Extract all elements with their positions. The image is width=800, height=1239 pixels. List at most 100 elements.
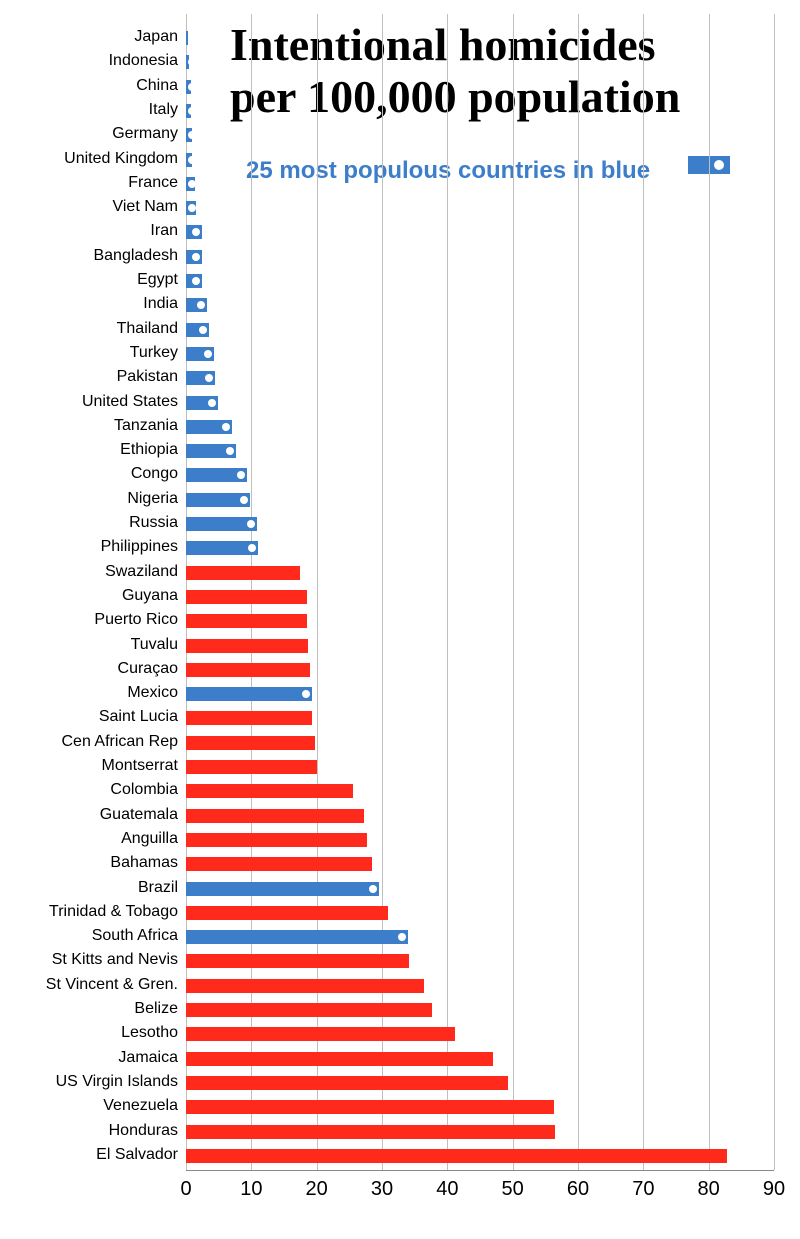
x-tick-label: 30 — [371, 1178, 393, 1201]
bar-end-marker — [369, 885, 377, 893]
category-label: China — [136, 77, 186, 95]
bar-end-marker — [192, 228, 200, 236]
category-label: Italy — [149, 101, 186, 119]
bar-end-marker — [240, 496, 248, 504]
category-label: Saint Lucia — [99, 708, 186, 726]
bar — [186, 639, 308, 653]
category-label: Philippines — [101, 538, 186, 556]
x-tick-label: 40 — [436, 1178, 458, 1201]
category-label: Guatemala — [100, 806, 186, 824]
bar — [186, 614, 307, 628]
x-tick-label: 90 — [763, 1178, 785, 1201]
bar — [186, 857, 372, 871]
bar-end-marker — [226, 447, 234, 455]
category-label: India — [143, 295, 186, 313]
bar — [186, 882, 379, 896]
category-label: Nigeria — [127, 490, 186, 508]
bar-end-marker — [204, 350, 212, 358]
bar — [186, 663, 310, 677]
category-label: Puerto Rico — [94, 611, 186, 629]
bar-end-marker — [188, 204, 196, 212]
bar-end-marker — [188, 131, 196, 139]
x-tick-label: 10 — [240, 1178, 262, 1201]
category-label: Curaçao — [118, 660, 186, 678]
bar — [186, 736, 315, 750]
bar-end-marker — [192, 253, 200, 261]
category-label: Montserrat — [102, 757, 186, 775]
bar — [186, 566, 300, 580]
bar — [186, 809, 364, 823]
category-label: Ethiopia — [120, 441, 186, 459]
bar — [186, 1125, 555, 1139]
category-label: Guyana — [122, 587, 186, 605]
bar-end-marker — [192, 277, 200, 285]
category-label: El Salvador — [96, 1146, 186, 1164]
bar — [186, 760, 317, 774]
bar — [186, 711, 312, 725]
category-label: Swaziland — [105, 563, 186, 581]
bar-end-marker — [398, 933, 406, 941]
bar — [186, 1100, 554, 1114]
category-label: Belize — [134, 1000, 186, 1018]
bar-end-marker — [188, 107, 196, 115]
category-label: Iran — [150, 222, 186, 240]
category-label: Bahamas — [110, 854, 186, 872]
category-label: Pakistan — [117, 368, 186, 386]
category-label: Turkey — [130, 344, 186, 362]
gridline — [513, 14, 514, 1170]
category-label: Bangladesh — [93, 247, 186, 265]
bar — [186, 784, 353, 798]
bar-end-marker — [197, 301, 205, 309]
category-label: US Virgin Islands — [56, 1073, 186, 1091]
bar-end-marker — [188, 83, 196, 91]
bar-end-marker — [248, 544, 256, 552]
category-label: Viet Nam — [112, 198, 186, 216]
bar-end-marker — [188, 156, 196, 164]
x-tick-label: 70 — [632, 1178, 654, 1201]
homicide-rate-chart: Intentional homicides per 100,000 popula… — [0, 0, 800, 1239]
category-label: Mexico — [127, 684, 186, 702]
bar — [186, 1003, 432, 1017]
bar — [186, 979, 424, 993]
bar-end-marker — [188, 180, 196, 188]
category-label: Tuvalu — [131, 636, 186, 654]
category-label: Honduras — [109, 1122, 186, 1140]
gridline — [578, 14, 579, 1170]
category-label: Jamaica — [118, 1049, 186, 1067]
category-label: Colombia — [110, 781, 186, 799]
bar — [186, 687, 312, 701]
bar — [186, 1076, 508, 1090]
bar — [186, 906, 388, 920]
bar — [186, 1027, 455, 1041]
bar — [186, 954, 409, 968]
category-label: St Vincent & Gren. — [46, 976, 186, 994]
category-label: Egypt — [137, 271, 186, 289]
category-label: Anguilla — [121, 830, 186, 848]
bar — [186, 1052, 493, 1066]
gridline — [643, 14, 644, 1170]
gridline — [447, 14, 448, 1170]
bar-end-marker — [222, 423, 230, 431]
bar-end-marker — [237, 471, 245, 479]
bar-end-marker — [188, 58, 196, 66]
category-label: Tanzania — [114, 417, 186, 435]
category-label: Thailand — [117, 320, 186, 338]
category-label: Brazil — [138, 879, 186, 897]
category-label: France — [128, 174, 186, 192]
bar-end-marker — [208, 399, 216, 407]
gridline — [774, 14, 775, 1170]
category-label: United Kingdom — [64, 150, 186, 168]
bar — [186, 590, 307, 604]
category-label: Cen African Rep — [61, 733, 186, 751]
gridline — [709, 14, 710, 1170]
category-label: Germany — [112, 125, 186, 143]
category-label: Lesotho — [121, 1024, 186, 1042]
category-label: Congo — [131, 465, 186, 483]
gridline — [317, 14, 318, 1170]
plot-area: JapanIndonesiaChinaItalyGermanyUnited Ki… — [186, 14, 774, 1170]
category-label: Indonesia — [109, 52, 186, 70]
x-tick-label: 60 — [567, 1178, 589, 1201]
category-label: South Africa — [92, 927, 186, 945]
bar — [186, 1149, 727, 1163]
bar-end-marker — [205, 374, 213, 382]
